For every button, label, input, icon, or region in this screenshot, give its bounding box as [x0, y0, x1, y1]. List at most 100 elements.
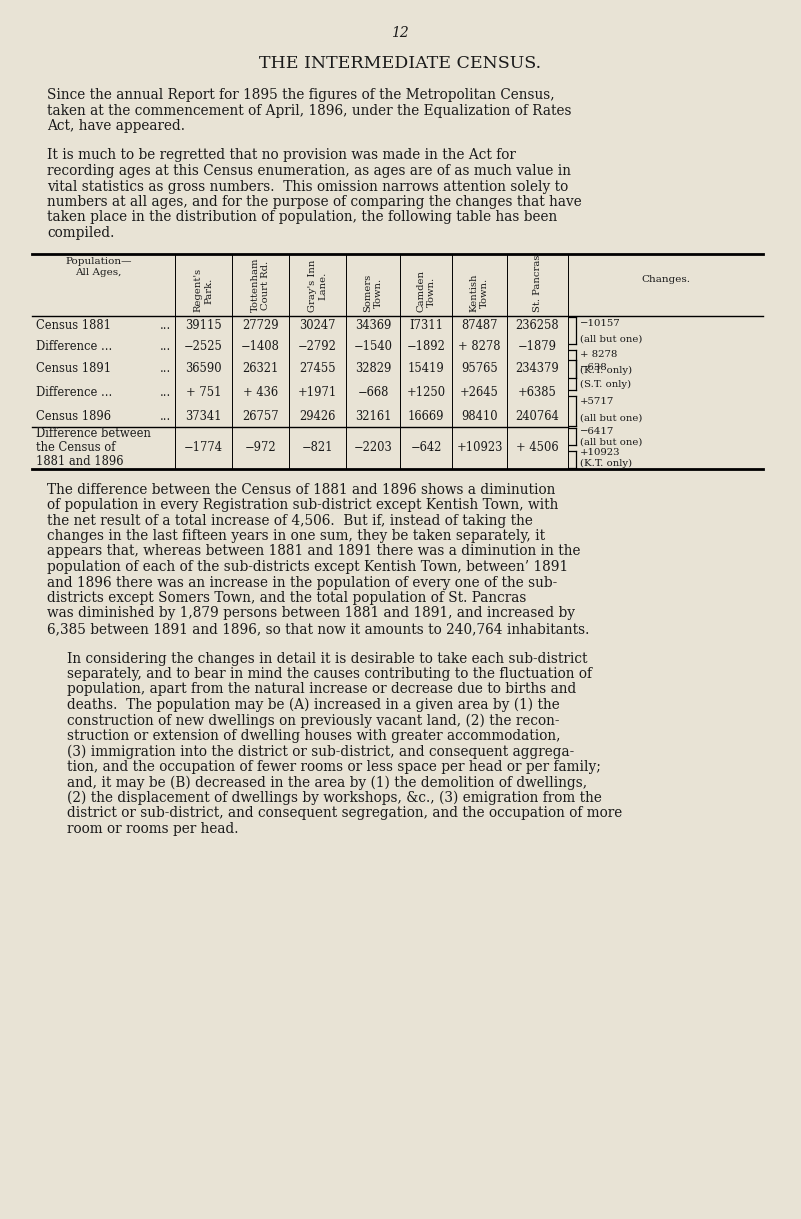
Text: −1408: −1408: [241, 340, 280, 354]
Text: +5717: +5717: [580, 396, 614, 406]
Text: compiled.: compiled.: [47, 226, 115, 240]
Text: 87487: 87487: [461, 319, 497, 332]
Text: Regent's
Park.: Regent's Park.: [194, 268, 213, 312]
Text: Somers
Town.: Somers Town.: [364, 274, 383, 312]
Text: 37341: 37341: [185, 410, 222, 423]
Text: 32161: 32161: [355, 410, 391, 423]
Text: + 436: + 436: [243, 386, 278, 399]
Text: (all but one): (all but one): [580, 413, 642, 423]
Text: −2792: −2792: [298, 340, 337, 354]
Text: appears that, whereas between 1881 and 1891 there was a diminution in the: appears that, whereas between 1881 and 1…: [47, 545, 581, 558]
Text: +10923: +10923: [457, 441, 503, 453]
Text: 240764: 240764: [516, 410, 559, 423]
Text: −1540: −1540: [353, 340, 392, 354]
Text: +10923: +10923: [580, 449, 621, 457]
Text: Act, have appeared.: Act, have appeared.: [47, 119, 185, 133]
Text: Census 1896: Census 1896: [36, 410, 111, 423]
Text: districts except Somers Town, and the total population of St. Pancras: districts except Somers Town, and the to…: [47, 591, 526, 605]
Text: 26757: 26757: [242, 410, 279, 423]
Text: (S.T. only): (S.T. only): [580, 379, 631, 389]
Text: + 4506: + 4506: [516, 441, 559, 453]
Text: changes in the last fifteen years in one sum, they be taken separately, it: changes in the last fifteen years in one…: [47, 529, 545, 542]
Text: −2203: −2203: [353, 441, 392, 453]
Text: Since the annual Report for 1895 the figures of the Metropolitan Census,: Since the annual Report for 1895 the fig…: [47, 88, 554, 102]
Text: Census 1881: Census 1881: [36, 319, 111, 332]
Text: room or rooms per head.: room or rooms per head.: [67, 822, 239, 836]
Text: 26321: 26321: [243, 362, 279, 375]
Text: 16669: 16669: [408, 410, 445, 423]
Text: 234379: 234379: [516, 362, 559, 375]
Text: −638: −638: [580, 362, 608, 372]
Text: recording ages at this Census enumeration, as ages are of as much value in: recording ages at this Census enumeratio…: [47, 165, 571, 178]
Text: + 751: + 751: [186, 386, 221, 399]
Text: ...: ...: [159, 362, 171, 375]
Text: the net result of a total increase of 4,506.  But if, instead of taking the: the net result of a total increase of 4,…: [47, 513, 533, 528]
Text: 15419: 15419: [408, 362, 445, 375]
Text: St. Pancras.: St. Pancras.: [533, 252, 542, 312]
Text: + 8278: + 8278: [458, 340, 501, 354]
Text: 30247: 30247: [300, 319, 336, 332]
Text: Difference ...: Difference ...: [36, 340, 112, 354]
Text: 36590: 36590: [185, 362, 222, 375]
Text: ...: ...: [159, 386, 171, 399]
Text: (all but one): (all but one): [580, 438, 642, 446]
Text: 39115: 39115: [185, 319, 222, 332]
Text: −668: −668: [357, 386, 388, 399]
Text: 27455: 27455: [300, 362, 336, 375]
Text: vital statistics as gross numbers.  This omission narrows attention solely to: vital statistics as gross numbers. This …: [47, 179, 568, 194]
Text: + 8278: + 8278: [580, 350, 618, 360]
Text: (all but one): (all but one): [580, 335, 642, 344]
Text: −1774: −1774: [184, 441, 223, 453]
Text: ...: ...: [159, 319, 171, 332]
Text: 95765: 95765: [461, 362, 498, 375]
Text: 12: 12: [391, 26, 409, 40]
Text: district or sub-district, and consequent segregation, and the occupation of more: district or sub-district, and consequent…: [67, 807, 622, 820]
Text: (K.T. only): (K.T. only): [580, 366, 632, 375]
Text: In considering the changes in detail it is desirable to take each sub-district: In considering the changes in detail it …: [67, 651, 587, 666]
Text: Changes.: Changes.: [641, 275, 690, 284]
Text: −2525: −2525: [184, 340, 223, 354]
Text: +2645: +2645: [460, 386, 499, 399]
Text: taken place in the distribution of population, the following table has been: taken place in the distribution of popul…: [47, 211, 557, 224]
Text: 34369: 34369: [355, 319, 391, 332]
Text: the Census of: the Census of: [36, 441, 115, 453]
Text: It is much to be regretted that no provision was made in the Act for: It is much to be regretted that no provi…: [47, 149, 516, 162]
Text: 236258: 236258: [516, 319, 559, 332]
Text: 29426: 29426: [300, 410, 336, 423]
Text: deaths.  The population may be (A) increased in a given area by (1) the: deaths. The population may be (A) increa…: [67, 698, 560, 712]
Text: ...: ...: [159, 340, 171, 354]
Text: (K.T. only): (K.T. only): [580, 458, 632, 468]
Text: 98410: 98410: [461, 410, 497, 423]
Text: struction or extension of dwelling houses with greater accommodation,: struction or extension of dwelling house…: [67, 729, 561, 744]
Text: Difference ...: Difference ...: [36, 386, 112, 399]
Text: was diminished by 1,879 persons between 1881 and 1891, and increased by: was diminished by 1,879 persons between …: [47, 607, 575, 620]
Text: Kentish
Town.: Kentish Town.: [470, 274, 489, 312]
Text: +1971: +1971: [298, 386, 337, 399]
Text: −6417: −6417: [580, 427, 614, 436]
Text: (2) the displacement of dwellings by workshops, &c., (3) emigration from the: (2) the displacement of dwellings by wor…: [67, 791, 602, 806]
Text: −1879: −1879: [518, 340, 557, 354]
Text: and 1896 there was an increase in the population of every one of the sub-: and 1896 there was an increase in the po…: [47, 575, 557, 590]
Text: separately, and to bear in mind the causes contributing to the fluctuation of: separately, and to bear in mind the caus…: [67, 667, 592, 681]
Text: tion, and the occupation of fewer rooms or less space per head or per family;: tion, and the occupation of fewer rooms …: [67, 759, 601, 774]
Text: 27729: 27729: [242, 319, 279, 332]
Text: population, apart from the natural increase or decrease due to births and: population, apart from the natural incre…: [67, 683, 576, 696]
Text: Population—
All Ages,: Population— All Ages,: [65, 257, 131, 277]
Text: −1892: −1892: [407, 340, 445, 354]
Text: construction of new dwellings on previously vacant land, (2) the recon-: construction of new dwellings on previou…: [67, 713, 560, 728]
Text: −972: −972: [244, 441, 276, 453]
Text: Tottenham
Court Rd.: Tottenham Court Rd.: [251, 258, 270, 312]
Text: numbers at all ages, and for the purpose of comparing the changes that have: numbers at all ages, and for the purpose…: [47, 195, 582, 208]
Text: of population in every Registration sub-district except Kentish Town, with: of population in every Registration sub-…: [47, 499, 558, 512]
Text: Census 1891: Census 1891: [36, 362, 111, 375]
Text: Gray's Inn
Lane.: Gray's Inn Lane.: [308, 260, 327, 312]
Text: −821: −821: [302, 441, 333, 453]
Text: taken at the commencement of April, 1896, under the Equalization of Rates: taken at the commencement of April, 1896…: [47, 104, 571, 117]
Text: and, it may be (B) decreased in the area by (1) the demolition of dwellings,: and, it may be (B) decreased in the area…: [67, 775, 587, 790]
Text: 1881 and 1896: 1881 and 1896: [36, 455, 123, 468]
Text: −10157: −10157: [580, 319, 621, 328]
Text: ...: ...: [159, 410, 171, 423]
Text: −642: −642: [410, 441, 441, 453]
Text: +1250: +1250: [406, 386, 445, 399]
Text: (3) immigration into the district or sub-district, and consequent aggrega-: (3) immigration into the district or sub…: [67, 745, 574, 759]
